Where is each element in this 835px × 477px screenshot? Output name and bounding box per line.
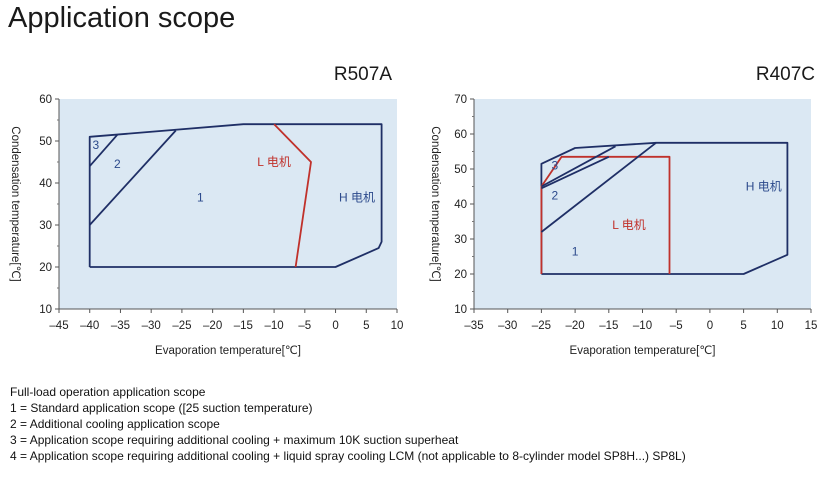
region-label: L 电机 [257,155,291,169]
chart-title: R407C [756,64,815,85]
zone-divider-line [540,145,616,188]
x-tick-label: 5 [363,320,369,332]
region-label: 2 [552,188,559,202]
h-motor-envelope-line [88,123,383,268]
x-tick-label: –35 [111,320,130,332]
x-tick-label: –10 [264,320,283,332]
zone-divider-line [540,142,657,233]
y-tick-label: 50 [39,136,52,148]
l-motor-boundary-line [273,123,312,268]
y-axis-label: Condensation temperature[℃] [9,126,21,281]
x-tick-label: –30 [142,320,161,332]
note-line: 4 = Application scope requiring addition… [10,449,686,463]
plot-area [474,99,811,309]
l-motor-boundary-line [540,155,671,274]
region-label: 1 [572,244,579,258]
y-tick-label: 30 [454,234,467,246]
y-tick-label: 40 [454,199,467,211]
y-tick-label: 20 [454,269,467,281]
x-tick-label: –5 [298,320,311,332]
page-title: Application scope [8,2,236,34]
x-tick-label: –15 [234,320,253,332]
x-tick-label: –30 [498,320,517,332]
x-tick-label: 10 [391,320,404,332]
x-tick-label: –25 [532,320,551,332]
region-label: H 电机 [339,191,375,205]
x-tick-label: –15 [599,320,618,332]
y-tick-label: 30 [39,220,52,232]
zone-divider-line [89,134,119,167]
x-tick-label: 5 [740,320,746,332]
zone-divider-line [541,155,610,190]
y-tick-label: 60 [454,129,467,141]
note-line: 3 = Application scope requiring addition… [10,433,459,447]
region-label: 3 [93,138,100,152]
x-tick-label: –25 [172,320,191,332]
y-tick-label: 10 [39,304,52,316]
x-tick-label: –35 [464,320,483,332]
note-line: 1 = Standard application scope ([25 suct… [10,401,313,415]
x-tick-label: 10 [771,320,784,332]
x-tick-label: 0 [707,320,713,332]
region-label: L 电机 [612,218,646,232]
region-label: H 电机 [746,180,782,194]
charts-canvas: R507A–45 –40 –35 –30 –25 –20 –15 –10 –5 0 5 1010203… [9,64,818,357]
note-line: 2 = Additional cooling application scope [10,417,220,431]
region-label: 1 [197,191,204,205]
h-motor-envelope-line [540,141,789,275]
note-line: Full-load operation application scope [10,385,206,399]
y-tick-label: 70 [454,94,467,106]
region-label: 3 [552,159,559,173]
y-axis-label: Condensation temperature[℃] [429,126,441,281]
x-tick-label: –20 [566,320,585,332]
y-tick-label: 20 [39,262,52,274]
x-tick-label: 0 [332,320,338,332]
x-tick-label: –40 [80,320,99,332]
x-tick-label: –5 [670,320,683,332]
x-tick-label: –20 [203,320,222,332]
y-tick-label: 50 [454,164,467,176]
x-tick-label: 15 [805,320,818,332]
chart-title: R507A [334,64,392,85]
x-tick-label: –45 [49,320,68,332]
x-tick-label: –10 [633,320,652,332]
legend-notes: Full-load operation application scope 1 … [10,384,686,464]
region-label: 2 [114,157,121,171]
x-axis-label: Evaporation temperature[℃] [570,345,716,357]
y-tick-label: 60 [39,94,52,106]
x-axis-label: Evaporation temperature[℃] [155,345,301,357]
y-tick-label: 10 [454,304,467,316]
y-tick-label: 40 [39,178,52,190]
zone-divider-line [89,129,177,226]
